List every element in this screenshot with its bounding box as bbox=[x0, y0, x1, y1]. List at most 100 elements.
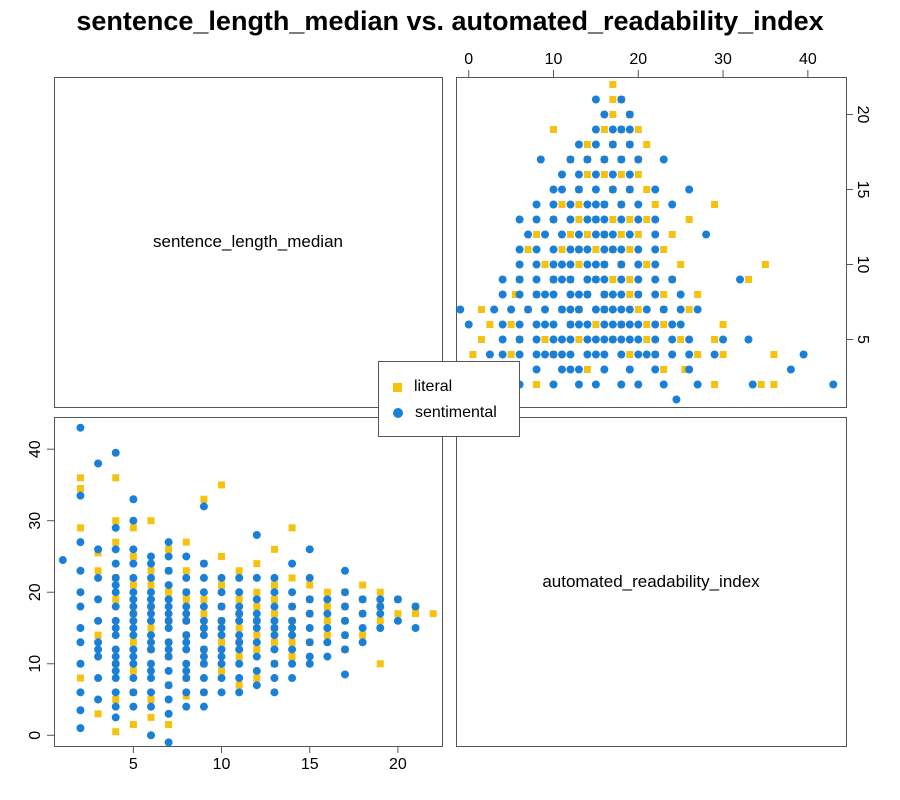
legend-item-sentimental: sentimental bbox=[393, 403, 497, 423]
data-point-sentimental bbox=[591, 380, 600, 389]
data-point-sentimental bbox=[111, 666, 120, 675]
data-point-sentimental bbox=[341, 588, 349, 597]
data-point-literal bbox=[617, 231, 625, 238]
data-point-sentimental bbox=[129, 588, 138, 597]
data-point-sentimental bbox=[549, 290, 558, 299]
data-point-sentimental bbox=[617, 260, 626, 269]
data-point-sentimental bbox=[129, 559, 138, 568]
data-point-literal bbox=[200, 595, 208, 603]
data-point-sentimental bbox=[323, 595, 332, 604]
data-point-sentimental bbox=[111, 631, 120, 640]
data-point-sentimental bbox=[111, 645, 120, 654]
data-point-sentimental bbox=[164, 623, 173, 632]
data-point-literal bbox=[711, 201, 719, 208]
data-point-literal bbox=[270, 638, 278, 646]
data-point-literal bbox=[533, 231, 541, 238]
data-point-literal bbox=[129, 638, 137, 646]
data-point-sentimental bbox=[305, 638, 314, 647]
data-point-literal bbox=[583, 366, 591, 373]
data-point-sentimental bbox=[270, 573, 279, 582]
legend-item-literal: literal bbox=[393, 377, 452, 397]
data-point-literal bbox=[112, 538, 120, 546]
data-point-sentimental bbox=[651, 335, 660, 344]
data-point-literal bbox=[253, 560, 261, 568]
data-point-sentimental bbox=[498, 350, 507, 359]
data-point-sentimental bbox=[625, 185, 634, 194]
data-point-literal bbox=[200, 610, 208, 618]
data-point-sentimental bbox=[129, 609, 138, 618]
data-point-literal bbox=[634, 231, 642, 238]
data-point-literal bbox=[147, 624, 155, 632]
data-point-literal bbox=[660, 291, 668, 298]
data-point-sentimental bbox=[541, 320, 550, 329]
data-point-sentimental bbox=[147, 645, 155, 654]
data-point-literal bbox=[429, 610, 437, 618]
data-point-sentimental bbox=[129, 652, 138, 661]
data-point-sentimental bbox=[147, 595, 155, 604]
legend-circle-icon bbox=[393, 408, 403, 418]
data-point-literal bbox=[129, 552, 137, 560]
data-point-sentimental bbox=[199, 502, 208, 511]
data-point-literal bbox=[218, 667, 226, 675]
data-point-sentimental bbox=[182, 702, 191, 711]
data-point-sentimental bbox=[252, 652, 261, 661]
data-point-sentimental bbox=[617, 125, 626, 134]
data-point-literal bbox=[719, 321, 727, 328]
data-point-sentimental bbox=[600, 305, 609, 314]
data-point-sentimental bbox=[557, 305, 566, 314]
data-point-sentimental bbox=[600, 215, 609, 224]
data-point-sentimental bbox=[532, 335, 541, 344]
data-point-literal bbox=[511, 291, 519, 298]
data-point-sentimental bbox=[659, 380, 668, 389]
data-point-sentimental bbox=[566, 290, 575, 299]
data-point-sentimental bbox=[634, 260, 643, 269]
data-point-sentimental bbox=[147, 609, 155, 618]
data-point-sentimental bbox=[288, 616, 297, 625]
data-point-sentimental bbox=[515, 290, 524, 299]
data-point-sentimental bbox=[270, 674, 279, 683]
data-point-literal bbox=[626, 351, 634, 358]
data-point-literal bbox=[306, 581, 314, 589]
data-point-sentimental bbox=[270, 631, 279, 640]
data-point-literal bbox=[761, 261, 769, 268]
data-point-literal bbox=[592, 321, 600, 328]
data-point-sentimental bbox=[76, 706, 85, 715]
data-point-sentimental bbox=[634, 215, 643, 224]
data-point-sentimental bbox=[532, 245, 541, 254]
data-point-sentimental bbox=[305, 573, 314, 582]
data-point-sentimental bbox=[147, 674, 155, 683]
data-point-sentimental bbox=[252, 531, 261, 540]
data-point-literal bbox=[359, 631, 367, 639]
data-point-sentimental bbox=[76, 423, 85, 432]
data-point-sentimental bbox=[659, 155, 668, 164]
data-point-literal bbox=[558, 246, 566, 253]
data-point-literal bbox=[147, 581, 155, 589]
data-point-sentimental bbox=[288, 659, 297, 668]
data-point-sentimental bbox=[76, 602, 85, 611]
data-point-sentimental bbox=[608, 140, 617, 149]
data-point-literal bbox=[486, 321, 494, 328]
data-point-sentimental bbox=[515, 320, 524, 329]
data-point-sentimental bbox=[270, 588, 279, 597]
data-point-literal bbox=[94, 631, 102, 639]
data-point-sentimental bbox=[129, 645, 138, 654]
bottom-x-tick-label: 20 bbox=[389, 756, 407, 773]
data-point-sentimental bbox=[164, 652, 173, 661]
top-x-tick-label: 10 bbox=[545, 51, 563, 68]
data-point-sentimental bbox=[358, 595, 367, 604]
data-point-sentimental bbox=[591, 260, 600, 269]
right-y-tick-label: 20 bbox=[854, 106, 871, 124]
data-point-sentimental bbox=[341, 631, 349, 640]
data-point-literal bbox=[112, 595, 120, 603]
data-point-sentimental bbox=[591, 125, 600, 134]
data-point-sentimental bbox=[634, 290, 643, 299]
diag-label-sentence-length-median: sentence_length_median bbox=[153, 232, 343, 251]
data-point-sentimental bbox=[164, 581, 173, 590]
data-point-sentimental bbox=[147, 616, 155, 625]
data-point-literal bbox=[507, 321, 515, 328]
data-point-sentimental bbox=[76, 588, 85, 597]
data-point-literal bbox=[235, 653, 243, 661]
data-point-sentimental bbox=[566, 365, 575, 374]
data-point-sentimental bbox=[591, 215, 600, 224]
data-point-sentimental bbox=[651, 245, 660, 254]
